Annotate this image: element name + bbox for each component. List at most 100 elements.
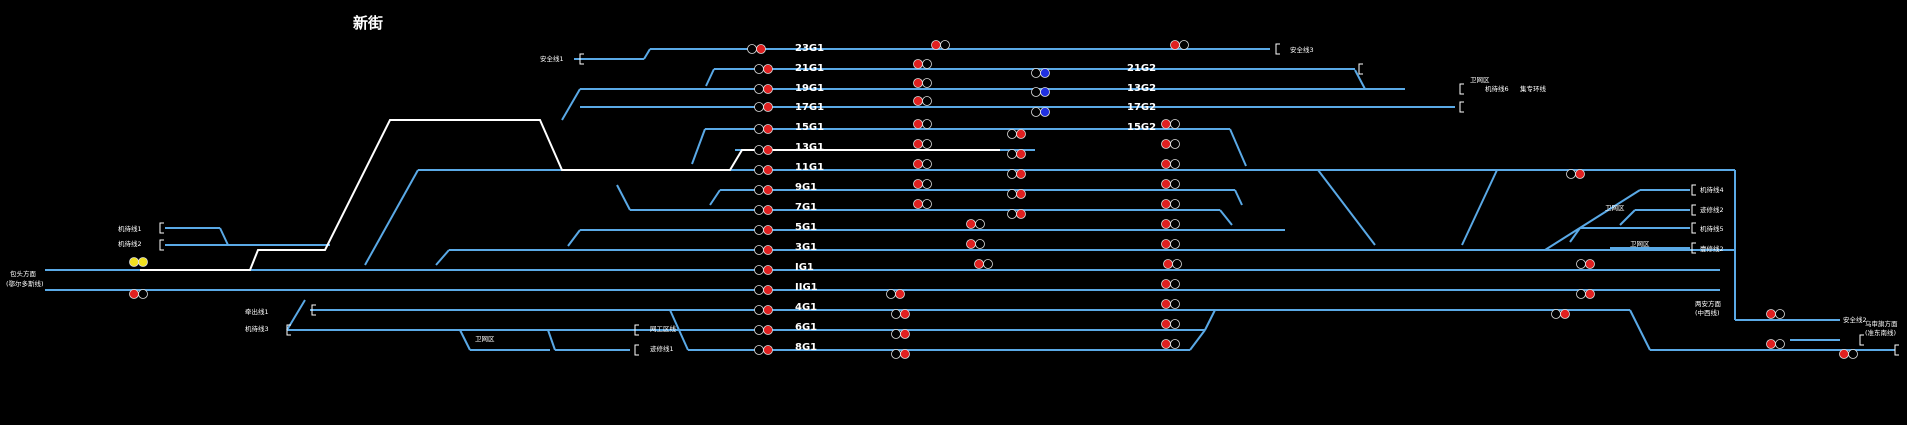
signal[interactable] [891, 309, 910, 319]
signal[interactable] [754, 124, 773, 134]
signal-lamp-icon [763, 345, 773, 355]
signal[interactable] [754, 225, 773, 235]
signal[interactable] [1007, 129, 1026, 139]
signal[interactable] [754, 285, 773, 295]
signal[interactable] [1576, 259, 1595, 269]
buffer-stop-icon [634, 324, 639, 336]
signal-lamp-icon [1170, 219, 1180, 229]
signal-lamp-icon [922, 199, 932, 209]
label-jidai6: 机待线6 [1485, 84, 1509, 93]
signal-lamp-icon [1031, 68, 1041, 78]
label-23g1: 23G1 [795, 43, 824, 54]
signal[interactable] [913, 96, 932, 106]
signal[interactable] [966, 239, 985, 249]
signal[interactable] [1161, 319, 1180, 329]
signal[interactable] [129, 289, 148, 299]
signal-lamp-icon [1163, 259, 1173, 269]
label-11g1: 11G1 [795, 162, 824, 173]
track-labels: 23G1 21G1 19G1 17G1 15G1 13G1 11G1 9G1 7… [795, 43, 1156, 353]
label-bianwei2: 壹修线2 [1700, 244, 1724, 253]
signal-lamp-icon [891, 349, 901, 359]
signal[interactable] [913, 199, 932, 209]
signal[interactable] [1161, 219, 1180, 229]
signal[interactable] [1161, 159, 1180, 169]
signal[interactable] [891, 349, 910, 359]
signal[interactable] [1031, 68, 1050, 78]
signal[interactable] [1007, 189, 1026, 199]
signal[interactable] [754, 64, 773, 74]
signal[interactable] [1170, 40, 1189, 50]
signal[interactable] [754, 102, 773, 112]
signal[interactable] [754, 325, 773, 335]
signal[interactable] [1161, 299, 1180, 309]
label-17g2: 17G2 [1127, 102, 1156, 113]
buffer-stop-icon [286, 324, 291, 336]
buffer-stop-icon [579, 53, 584, 65]
signal-lamp-icon [754, 165, 764, 175]
signal[interactable] [931, 40, 950, 50]
signal[interactable] [1766, 339, 1785, 349]
signal[interactable] [129, 257, 148, 267]
signal[interactable] [1163, 259, 1182, 269]
label-21g1: 21G1 [795, 63, 824, 74]
signal[interactable] [1161, 279, 1180, 289]
signal-lamp-icon [756, 44, 766, 54]
signal[interactable] [886, 289, 905, 299]
signal[interactable] [1031, 87, 1050, 97]
signal-lamp-icon [754, 345, 764, 355]
signal[interactable] [1566, 169, 1585, 179]
signal[interactable] [974, 259, 993, 269]
signal[interactable] [1161, 139, 1180, 149]
signal[interactable] [1007, 169, 1026, 179]
label-huanxian: 集专环线 [1520, 84, 1547, 93]
signal[interactable] [1161, 339, 1180, 349]
signal[interactable] [754, 185, 773, 195]
signal[interactable] [1766, 309, 1785, 319]
signal[interactable] [1161, 239, 1180, 249]
label-jidai4: 机待线4 [1700, 185, 1724, 194]
signal[interactable] [913, 159, 932, 169]
signal[interactable] [1007, 209, 1026, 219]
signal[interactable] [1031, 107, 1050, 117]
signal[interactable] [891, 329, 910, 339]
signal-lamp-icon [1040, 107, 1050, 117]
signal-lamp-icon [1031, 87, 1041, 97]
signal[interactable] [754, 265, 773, 275]
signal[interactable] [1576, 289, 1595, 299]
signal-lamp-icon [913, 179, 923, 189]
signal-lamp-icon [1179, 40, 1189, 50]
signal[interactable] [747, 44, 766, 54]
signal-lamp-icon [763, 185, 773, 195]
signal[interactable] [966, 219, 985, 229]
signal-lamp-icon [1551, 309, 1561, 319]
signal[interactable] [913, 139, 932, 149]
signal[interactable] [754, 345, 773, 355]
signal[interactable] [913, 119, 932, 129]
signal[interactable] [1161, 119, 1180, 129]
signal-lamp-icon [754, 185, 764, 195]
buffer-stop-icon [1691, 222, 1696, 234]
signal[interactable] [913, 78, 932, 88]
signal[interactable] [1551, 309, 1570, 319]
signal[interactable] [754, 165, 773, 175]
signal[interactable] [1007, 149, 1026, 159]
signal-lamp-icon [763, 265, 773, 275]
signal[interactable] [754, 145, 773, 155]
signal-lamp-icon [1170, 139, 1180, 149]
signal[interactable] [913, 59, 932, 69]
signal[interactable] [1161, 179, 1180, 189]
buffer-stops [159, 43, 1899, 356]
signal-lamp-icon [1170, 159, 1180, 169]
signal[interactable] [754, 84, 773, 94]
signal[interactable] [1161, 199, 1180, 209]
signal[interactable] [913, 179, 932, 189]
signal-lamp-icon [1170, 299, 1180, 309]
signal[interactable] [754, 205, 773, 215]
buffer-stop-icon [159, 239, 164, 251]
signal-lamp-icon [975, 219, 985, 229]
signal-lamp-icon [1161, 159, 1171, 169]
label-13g1: 13G1 [795, 142, 824, 153]
signal[interactable] [754, 245, 773, 255]
signal[interactable] [754, 305, 773, 315]
signal[interactable] [1839, 349, 1858, 359]
